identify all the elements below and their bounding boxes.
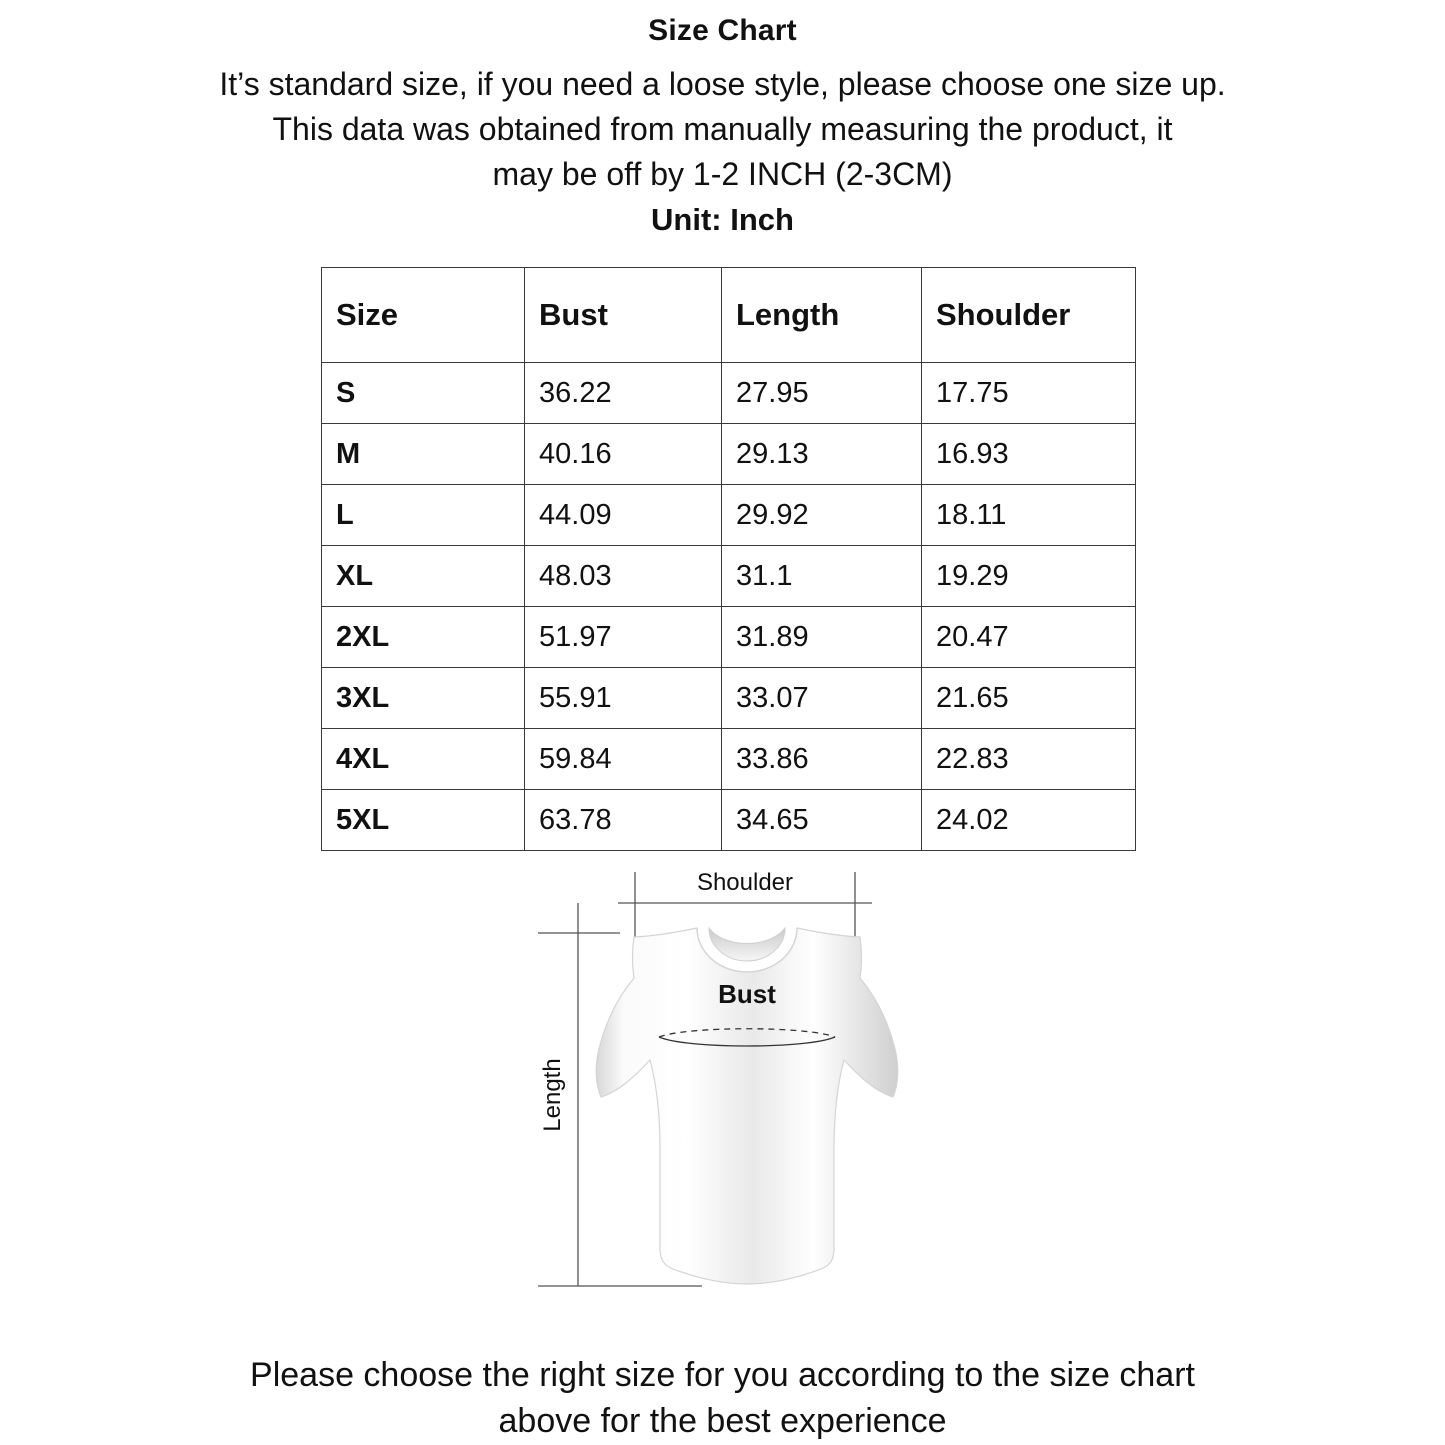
svg-text:Shoulder: Shoulder [697,869,793,896]
svg-text:Length: Length [539,1058,566,1131]
svg-text:Bust: Bust [718,979,776,1009]
